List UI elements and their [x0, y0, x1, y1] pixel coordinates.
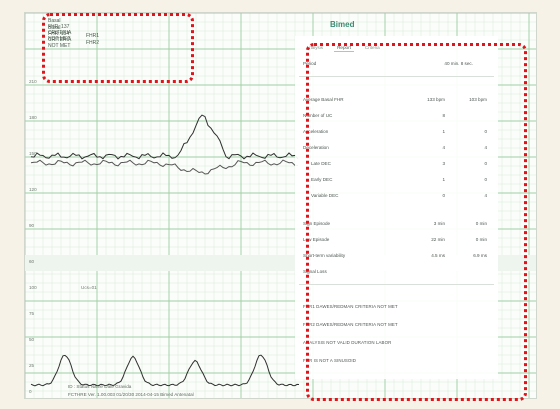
row-value-fhr1: 8 — [442, 113, 445, 118]
report-row: Sign Episode 3 min 0 min — [303, 220, 493, 229]
toco-tick-label: 75 — [29, 311, 35, 316]
row-value-fhr2: 0 — [484, 161, 487, 166]
period-row: Period 40 min. 8 sec. — [303, 60, 493, 69]
report-row: Late DEC 3 0 — [303, 160, 493, 169]
row-label: Signal Loss — [303, 269, 327, 274]
toco-tick-label: 100 — [29, 285, 37, 290]
row-label: Sign Episode — [303, 221, 331, 226]
report-row: Short-term variability 4.5 ms 6.9 ms — [303, 252, 493, 261]
row-value-fhr1: 4.5 ms — [431, 253, 445, 258]
report-panel: Analysis Report Criteria Period 40 min. … — [295, 36, 498, 379]
criteria-item: FHR IS NOT A SINUSOID — [303, 358, 357, 363]
footer-info-2: FCTHRE Ver. 1.00.003 01/20/30 2014-04-15… — [68, 392, 194, 397]
row-value-fhr1: 133 bpm — [427, 97, 445, 102]
row-label: Low Episode — [303, 237, 330, 242]
report-row: Average Basal FHR 133 bpm 103 bpm — [303, 96, 493, 105]
period-value: 40 min. 8 sec. — [444, 61, 473, 66]
annotation-report-highlight — [306, 43, 527, 401]
row-value-fhr2: 0 min — [475, 221, 487, 226]
row-label: Late DEC — [311, 161, 331, 166]
report-row: Deceleration 4 4 — [303, 144, 493, 153]
row-value-fhr1: 3 — [442, 161, 445, 166]
tab-analysis[interactable]: Analysis — [306, 45, 324, 50]
row-value-fhr2: 103 bpm — [469, 97, 487, 102]
report-row: Number of UC 8 — [303, 112, 493, 121]
legend-key-2: FHR2 — [86, 40, 100, 46]
row-value-fhr1: 3 min — [433, 221, 445, 226]
annotation-legend-highlight — [42, 13, 194, 83]
row-value-fhr2: 4 — [484, 193, 487, 198]
report-row: Variable DEC 0 4 — [303, 192, 493, 201]
row-value-fhr2: 4 — [484, 145, 487, 150]
row-value-fhr2: 0 — [484, 177, 487, 182]
row-label: Deceleration — [303, 145, 329, 150]
row-label: Number of UC — [303, 113, 333, 118]
fhr-tick-label: 120 — [29, 187, 37, 192]
divider — [299, 284, 494, 285]
report-row: Low Episode 22 min 0 min — [303, 236, 493, 245]
bimed-logo: Bimed — [330, 20, 355, 29]
legend-line-1: Basal FHR: 137 CRITERIA NOT MET — [48, 18, 72, 42]
legend-line-2: Basal FHR: 114 CRITERIA NOT MET — [48, 25, 72, 49]
tab-report[interactable]: Report — [334, 44, 354, 52]
divider — [299, 76, 494, 77]
row-value-fhr2: 6.9 ms — [473, 253, 487, 258]
toco-trace — [30, 354, 300, 387]
criteria-item: FHR2 DAWES/REDMAN CRITERIA NOT MET — [303, 322, 398, 327]
row-value-fhr1: 4 — [442, 145, 445, 150]
criteria-item: ANALYSIS NOT VALID DURATION LABOR — [303, 340, 392, 345]
tab-criteria[interactable]: Criteria — [364, 45, 380, 50]
fhr1-trace — [30, 114, 299, 160]
report-tabs: Analysis Report Criteria — [303, 44, 383, 52]
fhr2-trace — [30, 159, 298, 175]
row-value-fhr1: 0 — [442, 193, 445, 198]
toco-marker: Ucs=01 — [81, 285, 97, 290]
row-value-fhr1: 1 — [442, 129, 445, 134]
row-label: Early DEC — [311, 177, 333, 182]
fhr-tick-label: 90 — [29, 223, 35, 228]
row-value-fhr1: 1 — [442, 177, 445, 182]
row-value-fhr2: 0 — [484, 129, 487, 134]
row-label: Variable DEC — [311, 193, 339, 198]
legend-key-1: FHR1 — [86, 33, 100, 39]
fhr-tick-label: 60 — [29, 259, 35, 264]
toco-tick-label: 50 — [29, 337, 35, 342]
toco-tick-label: 25 — [29, 363, 35, 368]
criteria-item: FHR1 DAWES/REDMAN CRITERIA NOT MET — [303, 304, 398, 309]
report-row: Acceleration 1 0 — [303, 128, 493, 137]
row-value-fhr1: 22 min — [431, 237, 445, 242]
row-label: Acceleration — [303, 129, 329, 134]
period-label: Period — [303, 61, 317, 66]
report-row: Signal Loss — [303, 268, 493, 277]
row-value-fhr2: 0 min — [475, 237, 487, 242]
footer-info-1: ID : Status Name Date Gravida — [68, 384, 132, 389]
toco-tick-label: 0 — [29, 389, 32, 394]
fhr-tick-label: 210 — [29, 79, 37, 84]
report-row: Early DEC 1 0 — [303, 176, 493, 185]
fhr-tick-label: 180 — [29, 115, 37, 120]
fhr-tick-label: 150 — [29, 151, 37, 156]
row-label: Average Basal FHR — [303, 97, 344, 102]
row-label: Short-term variability — [303, 253, 346, 258]
